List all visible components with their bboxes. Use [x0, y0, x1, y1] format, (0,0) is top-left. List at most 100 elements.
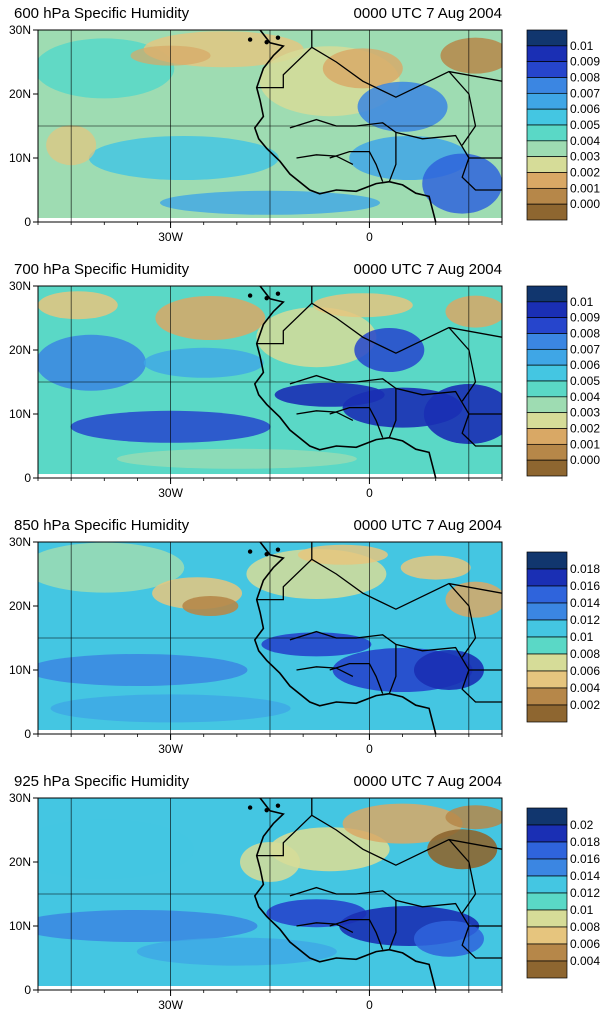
colorbar-box [526, 824, 568, 843]
colorbar-box [526, 156, 568, 173]
country-border [289, 886, 502, 927]
panel-title: 600 hPa Specific Humidity [14, 5, 190, 22]
lat-tick-label: 10N [9, 151, 31, 165]
country-border [256, 558, 502, 610]
colorbar-box [526, 45, 568, 63]
colorbar-label: 0.004 [570, 954, 600, 968]
panel-time-label: 0000 UTC 7 Aug 2004 [354, 261, 502, 278]
colorbar: 0.01 0.0091 0.00810.0071 0.0061 0.0051 0.0041… [526, 285, 600, 477]
colorbar-box [526, 61, 568, 78]
colorbar-box [526, 943, 568, 962]
colorbar-label: 0.0071 [570, 342, 600, 356]
lat-tick-label: 20N [9, 599, 31, 613]
colorbar-label: 0.014 [570, 869, 600, 883]
lon-tick-label: 0 [366, 486, 373, 500]
lon-tick-label: 0 [366, 998, 373, 1012]
colorbar-label: 0.018 [570, 562, 600, 576]
coastline [253, 542, 437, 734]
country-border [296, 666, 354, 677]
colorbar-box [526, 412, 568, 429]
colorbar-box [526, 551, 568, 570]
colorbar-box [526, 704, 568, 723]
colorbar-box [526, 875, 568, 894]
colorbar-box [526, 909, 568, 928]
island [247, 37, 253, 42]
colorbar-box [526, 459, 568, 477]
country-border [388, 132, 397, 182]
panel-600: 600 hPa Specific Humidity 0000 UTC 7 Aug … [9, 5, 600, 244]
colorbar-box [526, 687, 568, 706]
colorbar-label: 0.0021 [570, 422, 600, 436]
colorbar-label: 0.008 [570, 647, 600, 661]
country-border [296, 922, 354, 933]
lon-tick-label: 30W [158, 998, 183, 1012]
colorbar-label: 0.01 [570, 295, 594, 309]
colorbar-label: 0.02 [570, 818, 594, 832]
colorbar-box [526, 619, 568, 638]
country-border [289, 374, 502, 415]
island [264, 807, 269, 813]
colorbar-box [526, 172, 568, 189]
panel-title: 925 hPa Specific Humidity [14, 773, 190, 790]
panel-925: 925 hPa Specific Humidity 0000 UTC 7 Aug … [9, 773, 600, 1012]
colorbar-box [526, 140, 568, 158]
lat-tick-label: 20N [9, 87, 31, 101]
colorbar-label: 0.012 [570, 886, 600, 900]
country-border [256, 814, 502, 866]
colorbar: 0.02 0.018 0.016 0.014 0.012 0.01 0.008 0.006 0.… [526, 807, 600, 979]
lat-tick-label: 10N [9, 407, 31, 421]
coastline [253, 798, 437, 990]
lat-tick-label: 30N [9, 279, 31, 293]
colorbar-label: 0.002 [570, 698, 600, 712]
lat-tick-label: 30N [9, 791, 31, 805]
lon-tick-label: 0 [366, 230, 373, 244]
colorbar-box [526, 653, 568, 672]
colorbar-label: 0.012 [570, 613, 600, 627]
island [247, 293, 253, 298]
island [275, 35, 281, 40]
lat-tick-label: 20N [9, 343, 31, 357]
island [247, 549, 253, 554]
colorbar-box [526, 670, 568, 689]
colorbar-label: 0.01 [570, 630, 594, 644]
coastline [253, 286, 437, 478]
colorbar-box [526, 285, 568, 303]
colorbar: 0.018 0.016 0.014 0.012 0.01 0.008 0.006 0.004 0… [526, 551, 600, 723]
colorbar-box [526, 333, 568, 350]
colorbar-label: 0.0041 [570, 390, 600, 404]
colorbar-label: 0.0091 [570, 311, 600, 325]
colorbar-box [526, 124, 568, 142]
colorbar-label: 0.0081 [570, 327, 600, 341]
colorbar-label: 0.0051 [570, 118, 600, 132]
colorbar-label: 0.0001 [570, 453, 600, 467]
country-border [388, 388, 397, 438]
colorbar-box [526, 364, 568, 382]
panel-title: 850 hPa Specific Humidity [14, 517, 190, 534]
colorbar-label: 0.0031 [570, 406, 600, 420]
panel-time-label: 0000 UTC 7 Aug 2004 [354, 773, 502, 790]
colorbar-label: 0.01 [570, 39, 594, 53]
island [264, 39, 269, 45]
country-border [256, 46, 502, 98]
colorbar-label: 0.0001 [570, 197, 600, 211]
island [264, 295, 269, 301]
lat-tick-label: 10N [9, 663, 31, 677]
colorbar-label: 0.006 [570, 664, 600, 678]
colorbar-box [526, 92, 568, 110]
colorbar-label: 0.0011 [570, 437, 600, 451]
panel-time-label: 0000 UTC 7 Aug 2004 [354, 5, 502, 22]
colorbar-label: 0.0061 [570, 102, 600, 116]
colorbar-box [526, 585, 568, 604]
colorbar-label: 0.014 [570, 596, 600, 610]
colorbar-box [526, 428, 568, 445]
colorbar-label: 0.006 [570, 937, 600, 951]
colorbar-box [526, 77, 568, 94]
colorbar-box [526, 108, 568, 126]
lat-tick-label: 0 [24, 727, 31, 741]
colorbar-label: 0.0041 [570, 134, 600, 148]
colorbar-box [526, 841, 568, 860]
country-border [289, 118, 502, 159]
lat-tick-label: 0 [24, 215, 31, 229]
country-border [388, 644, 397, 694]
